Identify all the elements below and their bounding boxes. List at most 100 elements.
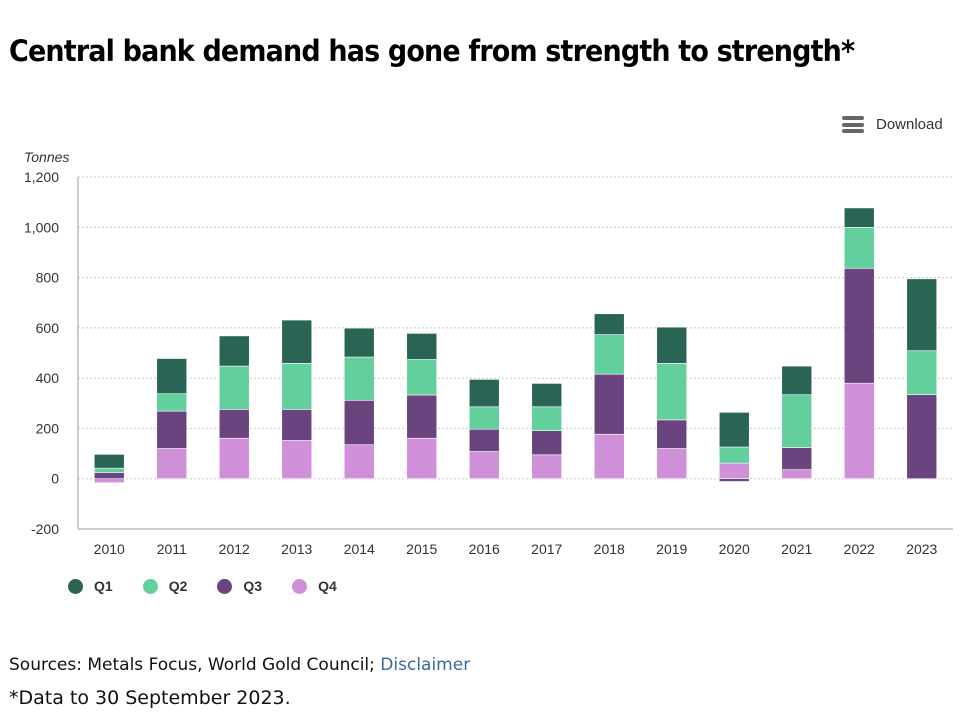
bar-2017-q2[interactable] (531, 406, 563, 431)
y-tick-label: 800 (36, 270, 60, 286)
x-tick-label: 2023 (906, 541, 937, 557)
bar-2013-q3[interactable] (281, 409, 313, 441)
legend-label-q2: Q2 (168, 578, 188, 594)
bar-2012-q4[interactable] (218, 437, 250, 480)
bar-2021-q2[interactable] (781, 394, 813, 448)
bar-2023-q3[interactable] (906, 394, 938, 480)
bar-2016-q4[interactable] (468, 451, 500, 480)
x-tick-label: 2012 (219, 541, 250, 557)
legend: Q1 Q2 Q3 Q4 (68, 578, 367, 594)
x-tick-labels: 2010 2011 2012 2013 2014 2015 2016 2017 2018 2019… (94, 541, 938, 557)
bar-2017-q1[interactable] (531, 383, 563, 408)
bar-2015-q3[interactable] (406, 394, 438, 439)
x-tick-label: 2014 (344, 541, 375, 557)
legend-dot-q4 (292, 578, 308, 594)
bar-2016-q3[interactable] (468, 428, 500, 452)
bar-2014-q4[interactable] (343, 444, 375, 480)
x-tick-label: 2016 (469, 541, 500, 557)
bar-2020-q4[interactable] (718, 462, 750, 480)
bar-2019-q2[interactable] (656, 363, 688, 421)
legend-item-q4[interactable]: Q4 (292, 578, 337, 594)
gridlines (78, 176, 953, 480)
bar-2018-q4[interactable] (593, 433, 625, 480)
footnote: *Data to 30 September 2023. (9, 687, 291, 709)
x-tick-label: 2018 (594, 541, 625, 557)
bar-2010-q1[interactable] (93, 454, 125, 469)
bar-2015-q2[interactable] (406, 359, 438, 396)
bar-2021-q3[interactable] (781, 447, 813, 470)
bar-2023-q2[interactable] (906, 350, 938, 395)
bar-2011-q4[interactable] (156, 448, 188, 480)
legend-dot-q2 (142, 578, 158, 594)
hamburger-menu-icon (842, 116, 864, 133)
bar-2010-q4[interactable] (93, 478, 125, 484)
bar-2011-q1[interactable] (156, 358, 188, 395)
bar-2017-q4[interactable] (531, 454, 563, 480)
bar-2023-q1[interactable] (906, 278, 938, 352)
bar-2014-q3[interactable] (343, 399, 375, 446)
bar-2022-q1[interactable] (843, 207, 875, 228)
bar-2010-q3[interactable] (93, 472, 125, 480)
x-tick-label: 2022 (844, 541, 875, 557)
x-tick-label: 2013 (281, 541, 312, 557)
x-tick-label: 2020 (719, 541, 750, 557)
bar-2021-q1[interactable] (781, 365, 813, 396)
disclaimer-link[interactable]: Disclaimer (380, 655, 471, 675)
bar-2012-q1[interactable] (218, 335, 250, 367)
bar-2010-q2[interactable] (93, 467, 125, 473)
bar-2011-q2[interactable] (156, 393, 188, 412)
y-tick-label: 200 (36, 420, 60, 436)
bar-2019-q4[interactable] (656, 448, 688, 480)
y-tick-label: 1,200 (24, 169, 59, 185)
bar-2022-q3[interactable] (843, 267, 875, 384)
legend-label-q3: Q3 (243, 578, 263, 594)
bar-2014-q2[interactable] (343, 356, 375, 401)
legend-label-q1: Q1 (94, 578, 113, 594)
x-tick-label: 2021 (781, 541, 812, 557)
y-tick-label: 600 (36, 320, 60, 336)
bar-2011-q3[interactable] (156, 410, 188, 449)
bar-2013-q2[interactable] (281, 363, 313, 410)
legend-dot-q3 (217, 578, 233, 594)
bar-2019-q3[interactable] (656, 419, 688, 449)
bar-2021-q4[interactable] (781, 469, 813, 480)
page-title: Central bank demand has gone from streng… (9, 34, 855, 68)
download-label: Download (876, 116, 943, 133)
y-tick-labels: -200 0 200 400 600 800 1,000 1,200 (24, 169, 59, 537)
bar-2013-q1[interactable] (281, 319, 313, 364)
y-tick-label: 400 (36, 370, 60, 386)
bar-2018-q1[interactable] (593, 313, 625, 335)
download-button[interactable]: Download (842, 116, 943, 133)
bar-2015-q1[interactable] (406, 333, 438, 360)
bar-2022-q2[interactable] (843, 226, 875, 269)
bar-2012-q2[interactable] (218, 365, 250, 410)
y-tick-label: 1,000 (24, 219, 59, 235)
bar-2018-q2[interactable] (593, 334, 625, 375)
bars (93, 207, 938, 484)
y-axis-label: Tonnes (24, 149, 69, 165)
bar-2020-q3[interactable] (718, 478, 750, 482)
bar-2017-q3[interactable] (531, 430, 563, 456)
bar-2015-q4[interactable] (406, 437, 438, 480)
bar-2018-q3[interactable] (593, 373, 625, 435)
bar-2020-q1[interactable] (718, 412, 750, 448)
bar-2019-q1[interactable] (656, 326, 688, 364)
bar-2022-q4[interactable] (843, 382, 875, 480)
legend-item-q1[interactable]: Q1 (68, 578, 113, 594)
bar-2016-q1[interactable] (468, 379, 500, 408)
x-tick-label: 2017 (531, 541, 562, 557)
y-tick-label: 0 (51, 471, 59, 487)
legend-label-q4: Q4 (318, 578, 337, 594)
legend-item-q2[interactable]: Q2 (142, 578, 188, 594)
bar-2012-q3[interactable] (218, 409, 250, 439)
sources-note: Sources: Metals Focus, World Gold Counci… (9, 655, 470, 675)
bar-2014-q1[interactable] (343, 327, 375, 358)
bar-2016-q2[interactable] (468, 406, 500, 430)
x-tick-label: 2011 (157, 541, 187, 557)
bar-2020-q2[interactable] (718, 446, 750, 464)
legend-item-q3[interactable]: Q3 (217, 578, 262, 594)
bar-2013-q4[interactable] (281, 440, 313, 480)
x-tick-label: 2015 (406, 541, 437, 557)
legend-dot-q1 (68, 578, 83, 594)
